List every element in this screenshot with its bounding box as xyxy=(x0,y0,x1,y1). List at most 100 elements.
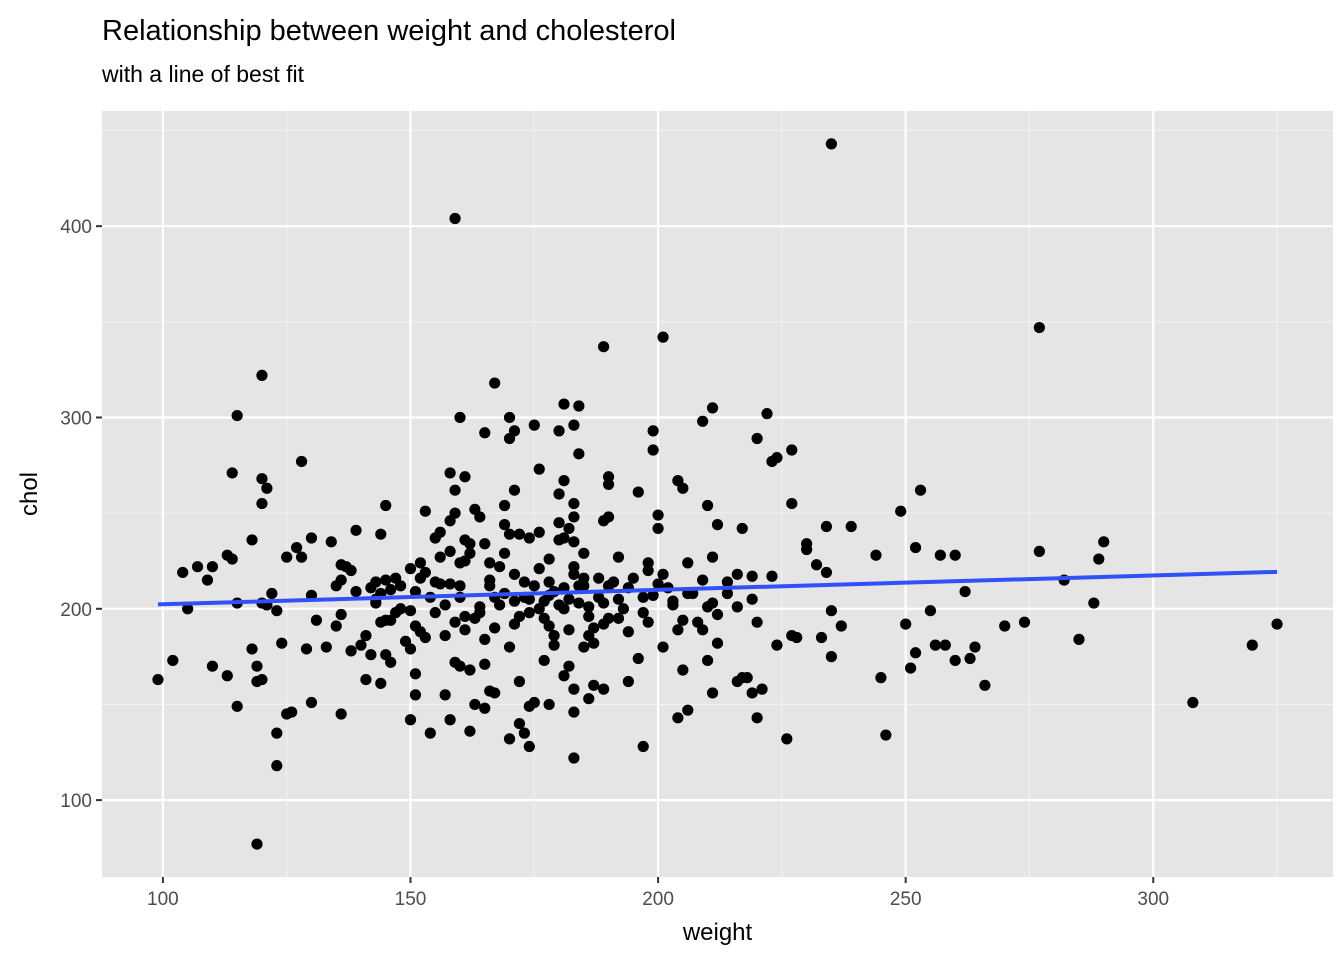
data-point xyxy=(746,593,758,605)
data-point xyxy=(573,448,585,460)
data-point xyxy=(380,499,392,512)
data-point xyxy=(642,616,654,628)
data-point xyxy=(558,670,570,682)
data-point xyxy=(706,402,719,414)
data-point xyxy=(474,511,486,523)
data-point xyxy=(503,641,516,653)
data-point xyxy=(949,654,961,667)
data-point xyxy=(409,668,422,680)
data-point xyxy=(637,591,649,603)
data-point xyxy=(394,580,407,592)
data-point xyxy=(523,740,535,753)
data-point xyxy=(934,549,946,561)
data-point xyxy=(271,605,283,617)
data-point xyxy=(914,484,927,496)
data-point xyxy=(593,591,605,603)
data-point xyxy=(598,618,610,630)
data-point xyxy=(305,696,318,709)
data-point xyxy=(439,629,451,642)
data-point xyxy=(513,610,526,623)
data-point xyxy=(404,605,417,617)
data-point xyxy=(434,551,446,563)
data-point xyxy=(335,708,347,720)
data-point xyxy=(221,670,233,682)
data-point xyxy=(305,532,318,544)
data-point xyxy=(682,557,694,569)
data-point xyxy=(167,654,179,667)
data-point xyxy=(870,549,882,561)
data-point xyxy=(558,475,570,487)
data-point xyxy=(553,488,565,500)
data-point xyxy=(711,637,724,649)
data-point xyxy=(731,568,743,580)
data-point xyxy=(454,411,466,424)
data-point xyxy=(568,568,580,580)
data-point xyxy=(563,660,575,672)
data-point xyxy=(568,683,580,695)
data-point xyxy=(291,541,303,554)
data-point xyxy=(325,536,337,548)
data-point xyxy=(409,585,422,598)
data-point xyxy=(612,612,625,624)
data-point xyxy=(226,553,238,565)
y-tick-label: 300 xyxy=(60,408,92,429)
data-point xyxy=(439,599,451,611)
data-point xyxy=(786,629,798,642)
data-point xyxy=(657,568,669,580)
data-point xyxy=(667,599,679,611)
y-axis-title: chol xyxy=(16,472,43,516)
data-point xyxy=(701,499,714,512)
data-point xyxy=(320,641,332,653)
major-gridlines xyxy=(102,111,1333,877)
data-point xyxy=(444,545,456,557)
data-point xyxy=(424,727,436,739)
data-point xyxy=(632,486,644,498)
data-point xyxy=(484,580,496,592)
data-point xyxy=(206,660,219,672)
data-point xyxy=(731,601,743,613)
data-point xyxy=(484,557,496,569)
data-point xyxy=(711,519,724,531)
y-tick-label: 400 xyxy=(60,217,92,238)
minor-gridlines xyxy=(102,111,1333,877)
data-point xyxy=(682,704,694,716)
data-point xyxy=(746,570,758,582)
data-point xyxy=(706,687,719,699)
data-point xyxy=(191,561,204,573)
x-axis: 100 150 200 250 300 xyxy=(147,877,1169,910)
data-point xyxy=(929,639,941,651)
data-point xyxy=(786,444,798,456)
data-point xyxy=(513,675,526,688)
data-point xyxy=(573,597,585,609)
data-point xyxy=(578,547,590,559)
data-point xyxy=(479,633,491,645)
data-point xyxy=(330,580,342,592)
data-point xyxy=(385,584,397,596)
data-point xyxy=(558,398,570,410)
data-point xyxy=(419,505,431,517)
data-point xyxy=(444,467,456,479)
data-point xyxy=(578,641,590,653)
data-point xyxy=(751,616,763,628)
data-point xyxy=(295,551,308,563)
data-point xyxy=(538,595,550,607)
data-point xyxy=(513,528,526,540)
data-point xyxy=(642,557,654,569)
data-point xyxy=(801,543,813,556)
data-point xyxy=(657,331,669,343)
data-point xyxy=(909,541,922,554)
data-point xyxy=(588,679,600,691)
data-point xyxy=(429,532,441,544)
data-point xyxy=(370,576,382,588)
data-point xyxy=(459,624,471,636)
data-point xyxy=(464,664,476,676)
data-point xyxy=(201,574,214,586)
data-point xyxy=(637,740,649,753)
data-point xyxy=(360,673,372,686)
data-point xyxy=(459,471,471,483)
data-point xyxy=(1187,696,1199,709)
data-point xyxy=(642,564,654,577)
data-point xyxy=(281,551,293,563)
y-tick-label: 100 xyxy=(60,791,92,812)
